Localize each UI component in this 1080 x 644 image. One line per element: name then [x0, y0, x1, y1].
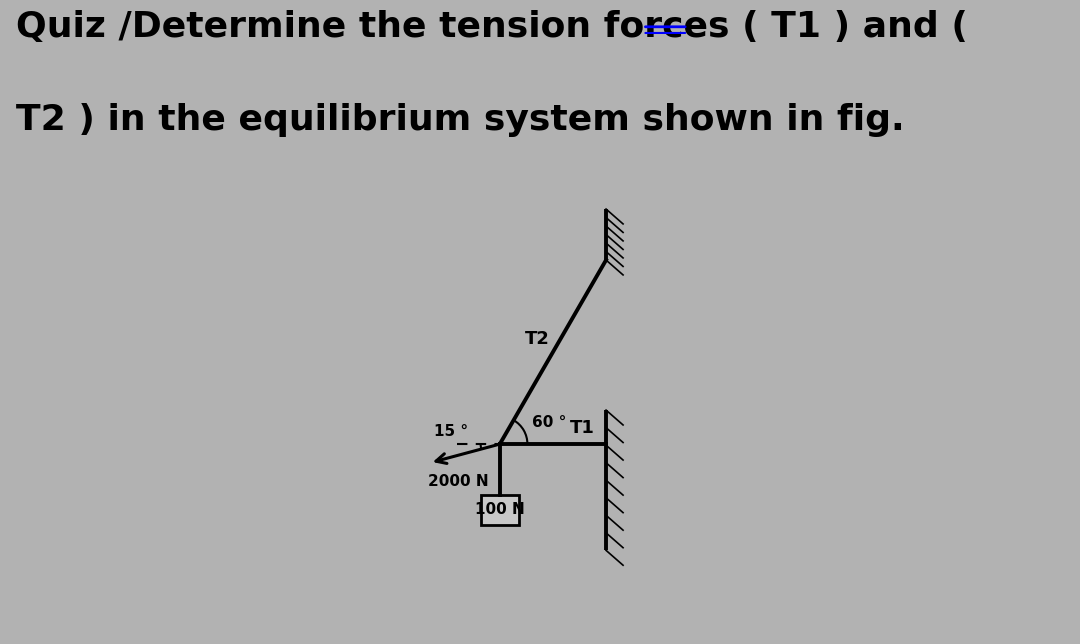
Text: 15 °: 15 ° — [434, 424, 468, 439]
Text: Quiz /Determine the tension forces ( T1 ) and (: Quiz /Determine the tension forces ( T1 … — [16, 10, 968, 44]
Text: 100 N: 100 N — [475, 502, 525, 518]
Text: T2: T2 — [525, 330, 550, 348]
Bar — [481, 495, 518, 525]
Text: 60 °: 60 ° — [531, 415, 566, 430]
Text: 2000 N: 2000 N — [428, 474, 488, 489]
Text: T2 ) in the equilibrium system shown in fig.: T2 ) in the equilibrium system shown in … — [16, 103, 905, 137]
Text: T1: T1 — [570, 419, 595, 437]
